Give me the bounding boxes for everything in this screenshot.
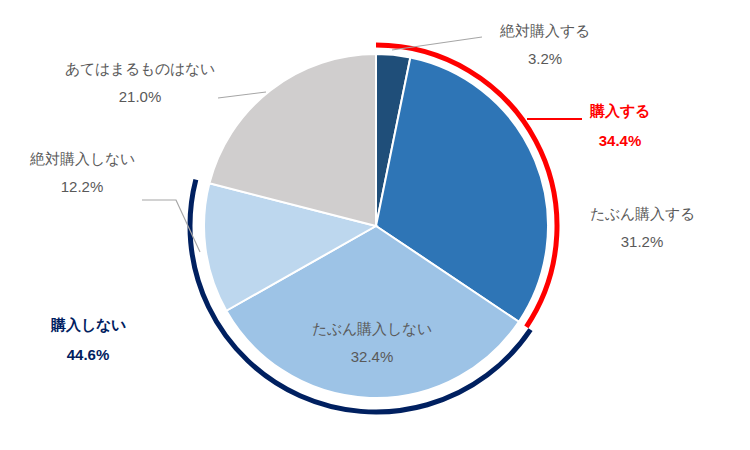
chart: 絶対購入する 3.2% たぶん購入する 31.2% たぶん購入しない 32.4% 絶対購入し… — [0, 0, 750, 450]
leader-line — [218, 92, 266, 98]
group-arc — [190, 180, 530, 412]
slice-value-label: 21.0% — [119, 88, 162, 105]
slices — [204, 54, 548, 398]
group-label: 購入する — [589, 102, 650, 120]
slice-label: 絶対購入しない — [29, 150, 135, 167]
pie-slice — [209, 54, 376, 226]
slice-value-label: 32.4% — [351, 348, 394, 365]
slice-value-label: 12.2% — [61, 178, 104, 195]
group-label: 購入しない — [50, 316, 126, 333]
leader-line — [142, 200, 200, 252]
leader-line — [392, 37, 482, 50]
slice-value-label: 31.2% — [621, 233, 664, 250]
slice-value-label: 3.2% — [528, 50, 562, 67]
group-arc — [376, 45, 557, 327]
slice-label: あてはまるものはない — [65, 60, 215, 77]
group-value-label: 44.6% — [67, 346, 110, 363]
slice-label: たぶん購入する — [590, 205, 695, 222]
group-leader — [527, 118, 582, 120]
slice-label: 絶対購入する — [499, 22, 590, 39]
group-value-label: 34.4% — [599, 132, 642, 149]
slice-label: たぶん購入しない — [312, 320, 432, 337]
